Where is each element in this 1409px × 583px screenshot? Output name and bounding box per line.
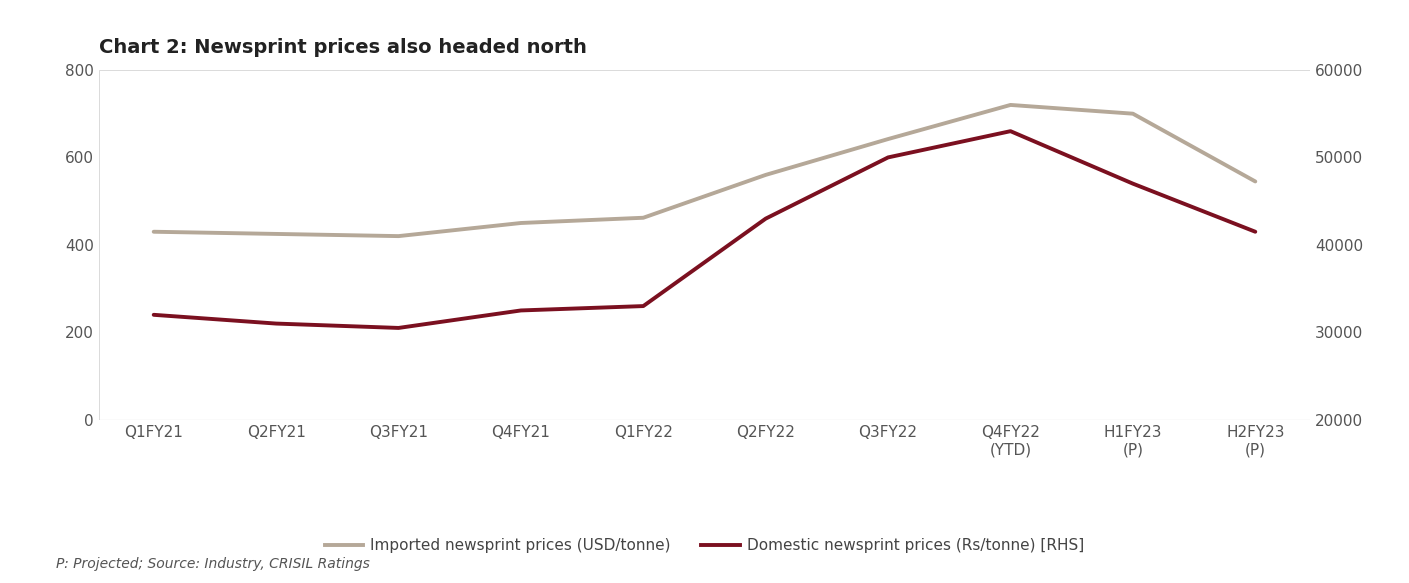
Bar: [99, 70, 1310, 420]
Text: P: Projected; Source: Industry, CRISIL Ratings: P: Projected; Source: Industry, CRISIL R…: [56, 557, 371, 571]
Text: Chart 2: Newsprint prices also headed north: Chart 2: Newsprint prices also headed no…: [99, 38, 586, 57]
Legend: Imported newsprint prices (USD/tonne), Domestic newsprint prices (Rs/tonne) [RHS: Imported newsprint prices (USD/tonne), D…: [318, 532, 1091, 560]
